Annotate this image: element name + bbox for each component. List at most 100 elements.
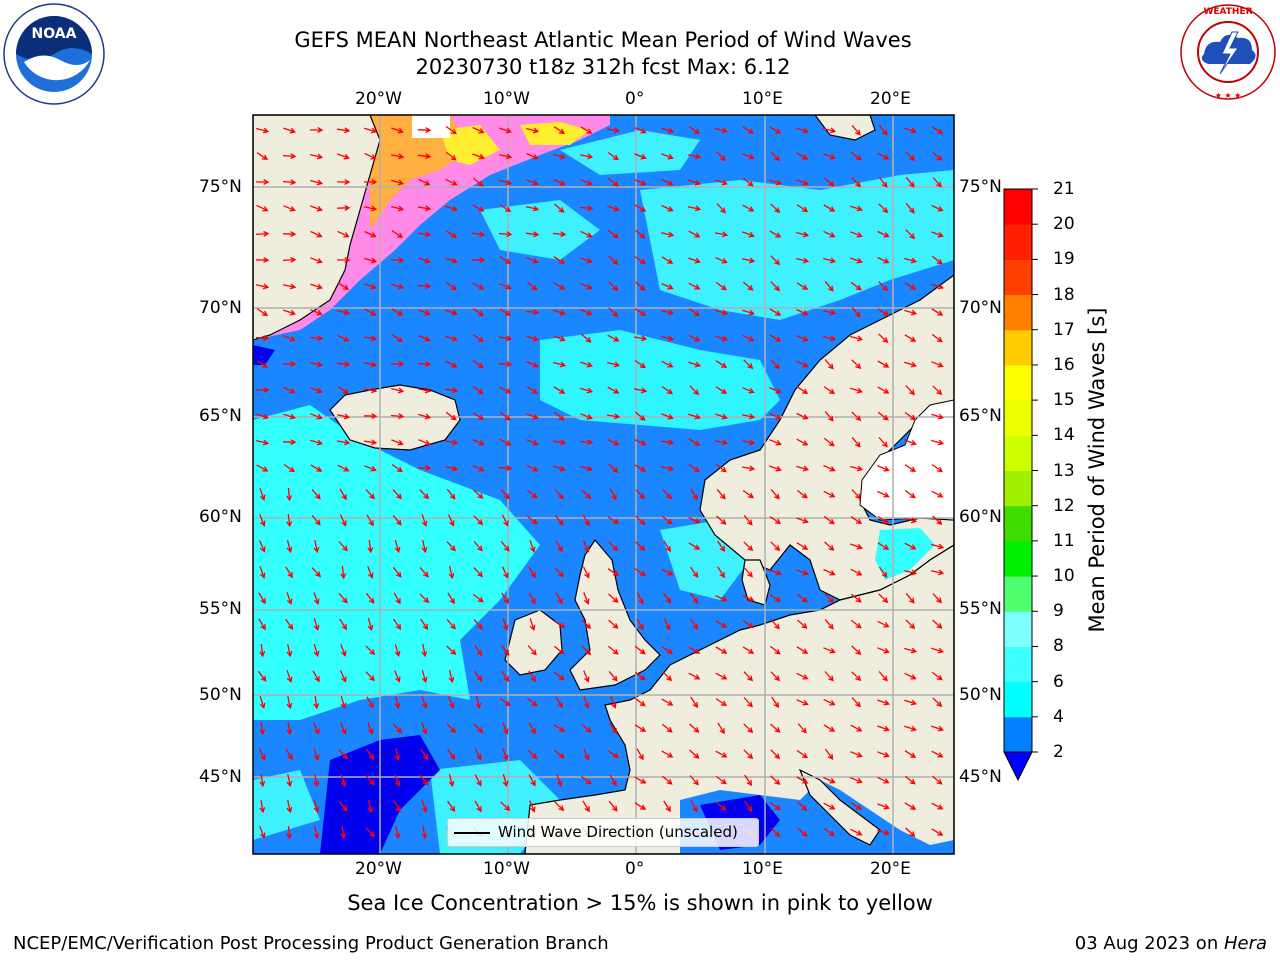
wind-arrow xyxy=(878,281,889,292)
wind-arrow xyxy=(743,567,753,578)
wind-arrow xyxy=(851,411,862,422)
wind-arrow xyxy=(931,231,944,238)
wind-arrow xyxy=(689,566,699,579)
wind-arrow xyxy=(526,413,539,420)
wind-arrow xyxy=(931,750,944,758)
wind-arrow xyxy=(904,127,917,134)
wind-arrow xyxy=(553,620,566,628)
wind-arrow xyxy=(663,618,671,631)
colorbar-tick-label: 20 xyxy=(1053,214,1075,235)
wind-arrow xyxy=(365,827,376,838)
wind-arrow xyxy=(259,799,266,814)
wind-arrow xyxy=(283,413,296,420)
wind-arrow xyxy=(364,361,378,368)
wind-arrow xyxy=(282,231,297,238)
wind-arrow xyxy=(421,825,428,840)
wind-arrow xyxy=(743,671,754,682)
svg-text:WEATHER: WEATHER xyxy=(1203,7,1252,17)
colorbar-tick-label: 9 xyxy=(1053,601,1064,622)
wind-arrow xyxy=(555,696,563,709)
wind-arrow xyxy=(473,567,484,578)
lat-label-right: 60°N xyxy=(959,507,1002,527)
wind-arrow xyxy=(688,464,701,473)
wind-arrow xyxy=(394,670,401,683)
wind-arrow xyxy=(715,386,728,394)
wind-arrow xyxy=(770,723,781,733)
lon-label-top: 10°W xyxy=(483,89,530,109)
wind-arrow xyxy=(500,801,511,812)
wind-arrow xyxy=(824,359,834,370)
wind-arrow xyxy=(419,489,430,500)
wind-arrow xyxy=(663,800,671,813)
wind-arrow xyxy=(877,620,890,628)
wind-arrow xyxy=(445,178,458,186)
wind-arrow xyxy=(715,127,729,134)
wind-arrow xyxy=(690,800,698,813)
wind-arrow xyxy=(421,722,428,735)
wind-arrow xyxy=(310,387,323,394)
lat-label-right: 70°N xyxy=(959,298,1002,318)
wind-arrow xyxy=(932,385,943,396)
wind-arrow xyxy=(554,514,564,526)
wind-arrow xyxy=(609,488,617,501)
wind-arrow xyxy=(472,126,485,134)
wind-arrow xyxy=(394,826,401,840)
wind-arrow xyxy=(336,361,351,368)
wind-arrow xyxy=(283,205,296,212)
wind-arrow xyxy=(256,439,270,446)
wind-arrow xyxy=(851,177,862,188)
wind-arrow xyxy=(472,204,485,212)
wind-arrow xyxy=(445,281,457,291)
wind-arrow xyxy=(823,568,836,576)
footer-date-text: 03 Aug 2023 on xyxy=(1074,933,1224,954)
wind-arrow xyxy=(579,205,594,212)
wind-arrow xyxy=(256,127,270,134)
lat-label-right: 45°N xyxy=(959,767,1002,787)
wind-arrow xyxy=(662,671,673,682)
wind-arrow xyxy=(579,439,594,446)
wind-arrow xyxy=(339,514,347,527)
wind-arrow xyxy=(259,514,266,527)
wind-arrow xyxy=(526,489,538,499)
wind-arrow xyxy=(931,333,943,343)
wind-arrow xyxy=(282,153,297,160)
wind-arrow xyxy=(474,748,482,761)
wind-arrow xyxy=(554,801,565,812)
wind-arrow xyxy=(552,231,567,238)
wind-arrow xyxy=(742,153,755,160)
wind-arrow xyxy=(742,204,755,212)
wind-arrow xyxy=(340,722,347,735)
wind-arrow xyxy=(931,802,944,810)
wind-arrow xyxy=(501,592,509,605)
lat-label-left: 45°N xyxy=(199,767,242,787)
wind-arrow xyxy=(769,594,782,603)
wind-arrow xyxy=(877,386,890,394)
wind-arrow xyxy=(716,203,726,214)
wind-arrow xyxy=(850,593,862,603)
wind-arrow xyxy=(635,515,646,526)
wind-arrow xyxy=(310,309,323,316)
wind-arrow xyxy=(715,309,729,316)
wind-arrow xyxy=(904,517,918,524)
wind-arrow xyxy=(851,697,861,708)
wind-arrow xyxy=(256,308,269,317)
wind-arrow xyxy=(904,489,916,499)
wind-arrow xyxy=(905,229,916,240)
wind-arrow xyxy=(607,413,621,420)
wind-arrow xyxy=(282,283,297,290)
wind-arrow xyxy=(338,749,349,760)
wind-arrow xyxy=(823,257,837,264)
wind-arrow xyxy=(823,204,836,212)
wind-arrow xyxy=(796,489,808,499)
wind-arrow xyxy=(607,177,619,187)
wind-arrow xyxy=(259,566,266,579)
legend-line-swatch xyxy=(454,832,490,834)
wind-arrow xyxy=(878,203,889,214)
wind-arrow xyxy=(634,229,646,239)
wind-arrow xyxy=(850,465,864,472)
wind-arrow xyxy=(553,179,566,186)
lon-label-top: 20°E xyxy=(870,89,911,109)
wind-arrow xyxy=(905,151,916,162)
wind-arrow xyxy=(391,308,404,316)
wind-arrow xyxy=(526,464,539,472)
